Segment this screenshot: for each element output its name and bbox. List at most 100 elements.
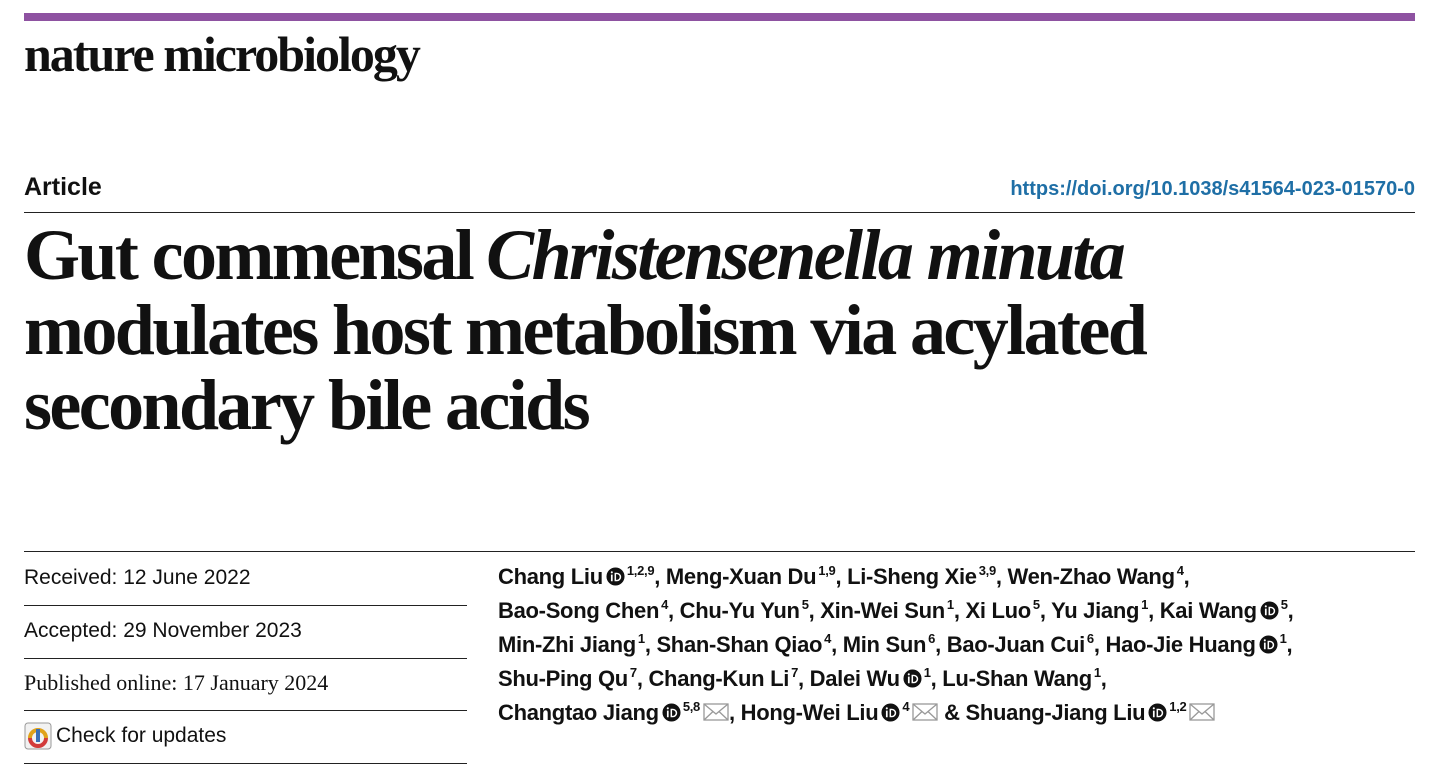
affiliation: 7 bbox=[791, 665, 798, 680]
author-separator: , bbox=[930, 666, 937, 691]
affiliation: 4 bbox=[824, 631, 832, 646]
affiliation: 1 bbox=[1141, 597, 1149, 612]
author-name: Kai Wang bbox=[1159, 598, 1257, 623]
author-line: Changtao Jiang 5,8, Hong-Wei Liu 4 & Shuan… bbox=[498, 698, 1293, 732]
author-separator: , bbox=[1287, 598, 1294, 623]
accepted-date: Accepted: 29 November 2023 bbox=[24, 619, 302, 642]
orcid-i bbox=[666, 710, 669, 718]
updates-icon bbox=[24, 722, 52, 750]
author: Bao-Song Chen 4, bbox=[498, 598, 674, 623]
orcid-i bbox=[610, 574, 613, 582]
title-part: Christensenella minuta bbox=[486, 215, 1126, 295]
author: Hong-Wei Liu 4 bbox=[741, 700, 939, 725]
affiliation: 5 bbox=[1280, 597, 1288, 612]
author-line: Chang Liu 1,2,9, Meng-Xuan Du 1,9, Li-Shen… bbox=[498, 562, 1293, 596]
orcid-d bbox=[911, 674, 918, 684]
author: Li-Sheng Xie 3,9, bbox=[847, 564, 1002, 589]
journal-name: nature microbiology bbox=[24, 26, 421, 82]
orcid-i bbox=[1153, 710, 1155, 718]
author-separator: , bbox=[1148, 598, 1154, 623]
author-name: Xin-Wei Sun bbox=[820, 598, 945, 623]
author-name: Yu Jiang bbox=[1051, 598, 1140, 623]
author-separator: , bbox=[935, 632, 941, 657]
title-part: modulates host metabolism via acylated bbox=[24, 290, 1148, 370]
affiliation: 1,2 bbox=[1169, 699, 1187, 714]
affiliation: 6 bbox=[1086, 631, 1094, 646]
author-name: Chu-Yu Yun bbox=[679, 598, 800, 623]
affiliation: 7 bbox=[629, 665, 637, 680]
orcid-d bbox=[1156, 708, 1164, 718]
author: Dalei Wu 1, bbox=[810, 666, 937, 691]
divider bbox=[24, 605, 467, 606]
orcid-icon bbox=[1259, 635, 1278, 654]
affiliation: 1 bbox=[923, 665, 931, 680]
orcid-icon bbox=[1260, 601, 1279, 620]
doi-link[interactable]: https://doi.org/10.1038/s41564-023-01570… bbox=[1010, 178, 1415, 200]
author-separator: , bbox=[1100, 666, 1107, 691]
author-name: Shu-Ping Qu bbox=[498, 666, 628, 691]
author-name: Min Sun bbox=[842, 632, 927, 657]
author-separator: , bbox=[654, 564, 661, 589]
author: Changtao Jiang 5,8, bbox=[498, 700, 735, 725]
author: Min Sun 6, bbox=[843, 632, 941, 657]
orcid-dot bbox=[1263, 639, 1266, 642]
received-date: Received: 12 June 2022 bbox=[24, 566, 251, 589]
author-separator: , bbox=[1039, 598, 1046, 623]
affiliation: 6 bbox=[928, 631, 936, 646]
author-separator: , bbox=[835, 564, 842, 589]
email-icon bbox=[912, 703, 938, 721]
email-icon bbox=[1189, 703, 1216, 721]
orcid-i bbox=[1263, 642, 1266, 650]
orcid-icon bbox=[903, 669, 922, 688]
orcid-i bbox=[886, 710, 889, 718]
divider bbox=[24, 763, 467, 764]
published-date: Published online: 17 January 2024 bbox=[24, 670, 329, 695]
author-name: Li-Sheng Xie bbox=[847, 564, 977, 589]
divider bbox=[24, 710, 467, 711]
orcid-d bbox=[1267, 640, 1274, 650]
author-name: Changtao Jiang bbox=[498, 700, 659, 725]
orcid-i bbox=[907, 676, 910, 684]
affiliation: 4 bbox=[661, 597, 669, 612]
affiliation: 1 bbox=[946, 597, 954, 612]
author: Xin-Wei Sun 1, bbox=[820, 597, 960, 623]
orcid-icon bbox=[881, 703, 900, 722]
divider bbox=[24, 551, 1415, 552]
author: Hao-Jie Huang 1, bbox=[1105, 632, 1292, 657]
author-name: Chang-Kun Li bbox=[648, 666, 790, 691]
orcid-dot bbox=[666, 707, 669, 710]
orcid-dot bbox=[907, 673, 910, 676]
author-separator: , bbox=[953, 598, 960, 623]
author: Yu Jiang 1, bbox=[1051, 598, 1154, 623]
author: Shu-Ping Qu 7, bbox=[498, 666, 643, 691]
check-updates[interactable]: Check for updates bbox=[24, 722, 226, 750]
email-flap bbox=[1190, 703, 1215, 721]
affiliation: 1 bbox=[1093, 665, 1101, 680]
email-flap bbox=[703, 703, 729, 721]
author-separator: , bbox=[668, 598, 674, 623]
author-name: Shan-Shan Qiao bbox=[656, 632, 823, 657]
author-line: Min-Zhi Jiang 1, Shan-Shan Qiao 4, Min Sun… bbox=[498, 630, 1293, 664]
author-separator: , bbox=[808, 598, 815, 623]
orcid-icon bbox=[606, 567, 625, 586]
author-name: Meng-Xuan Du bbox=[665, 564, 817, 589]
author-line: Shu-Ping Qu 7, Chang-Kun Li 7, Dalei Wu 1, … bbox=[498, 664, 1293, 698]
updates-label: Check for updates bbox=[56, 724, 227, 747]
title-line: modulates host metabolism via acylated bbox=[24, 290, 1148, 370]
author-name: Bao-Juan Cui bbox=[946, 632, 1085, 657]
title-part: secondary bile acids bbox=[24, 365, 591, 445]
orcid-d bbox=[614, 572, 622, 582]
author-name: Dalei Wu bbox=[809, 666, 900, 691]
affiliation: 5 bbox=[1032, 597, 1040, 612]
orcid-dot bbox=[610, 571, 613, 574]
author-separator: , bbox=[995, 564, 1002, 589]
orcid-d bbox=[1268, 606, 1275, 616]
author: Bao-Juan Cui 6, bbox=[947, 632, 1100, 657]
affiliation: 1,2,9 bbox=[626, 563, 655, 578]
author-conjunction: & bbox=[944, 700, 960, 725]
orcid-dot bbox=[1264, 605, 1267, 608]
affiliation: 1 bbox=[637, 631, 645, 646]
orcid-dot bbox=[1153, 707, 1156, 710]
orcid-icon bbox=[662, 703, 681, 722]
author-name: Min-Zhi Jiang bbox=[498, 632, 636, 657]
